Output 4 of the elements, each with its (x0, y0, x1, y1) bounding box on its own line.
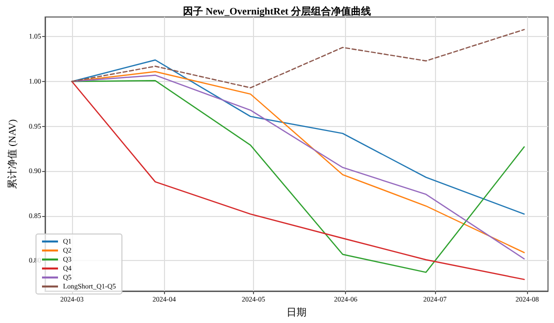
line-series (71, 28, 525, 88)
x-axis-title: 日期 (286, 306, 307, 318)
y-axis-title: 累计净值 (NAV) (6, 119, 18, 189)
chart-title: 因子 New_OvernightRet 分层组合净值曲线 (183, 6, 371, 18)
